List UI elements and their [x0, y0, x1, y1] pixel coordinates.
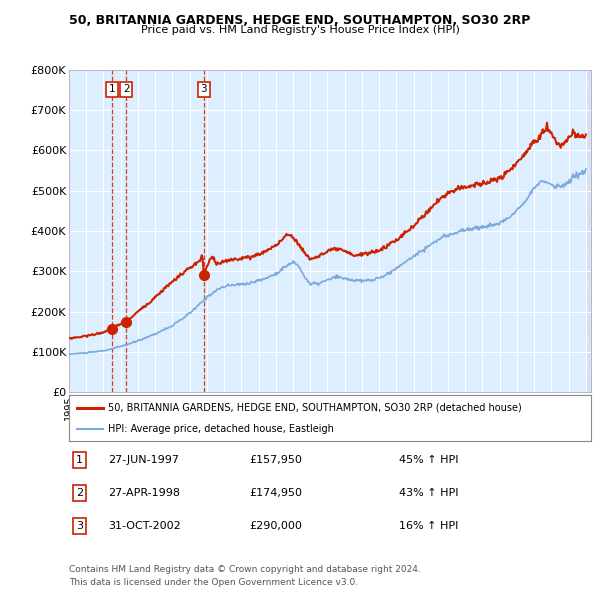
Text: HPI: Average price, detached house, Eastleigh: HPI: Average price, detached house, East…	[108, 424, 334, 434]
Text: Contains HM Land Registry data © Crown copyright and database right 2024.: Contains HM Land Registry data © Crown c…	[69, 565, 421, 573]
Text: 27-APR-1998: 27-APR-1998	[108, 489, 180, 498]
Text: £174,950: £174,950	[249, 489, 302, 498]
Text: 31-OCT-2002: 31-OCT-2002	[108, 522, 181, 531]
Bar	[586, 70, 591, 392]
Text: 1: 1	[76, 455, 83, 465]
Text: 16% ↑ HPI: 16% ↑ HPI	[399, 522, 458, 531]
Text: 2: 2	[123, 84, 130, 94]
Text: £157,950: £157,950	[249, 455, 302, 465]
Text: 45% ↑ HPI: 45% ↑ HPI	[399, 455, 458, 465]
Text: 3: 3	[76, 522, 83, 531]
Text: 27-JUN-1997: 27-JUN-1997	[108, 455, 179, 465]
Text: 50, BRITANNIA GARDENS, HEDGE END, SOUTHAMPTON, SO30 2RP (detached house): 50, BRITANNIA GARDENS, HEDGE END, SOUTHA…	[108, 403, 522, 413]
Text: 3: 3	[200, 84, 207, 94]
Text: This data is licensed under the Open Government Licence v3.0.: This data is licensed under the Open Gov…	[69, 578, 358, 587]
Text: 43% ↑ HPI: 43% ↑ HPI	[399, 489, 458, 498]
Text: 50, BRITANNIA GARDENS, HEDGE END, SOUTHAMPTON, SO30 2RP: 50, BRITANNIA GARDENS, HEDGE END, SOUTHA…	[70, 14, 530, 27]
Text: 1: 1	[109, 84, 115, 94]
Text: 2: 2	[76, 489, 83, 498]
Text: Price paid vs. HM Land Registry's House Price Index (HPI): Price paid vs. HM Land Registry's House …	[140, 25, 460, 35]
Text: £290,000: £290,000	[249, 522, 302, 531]
